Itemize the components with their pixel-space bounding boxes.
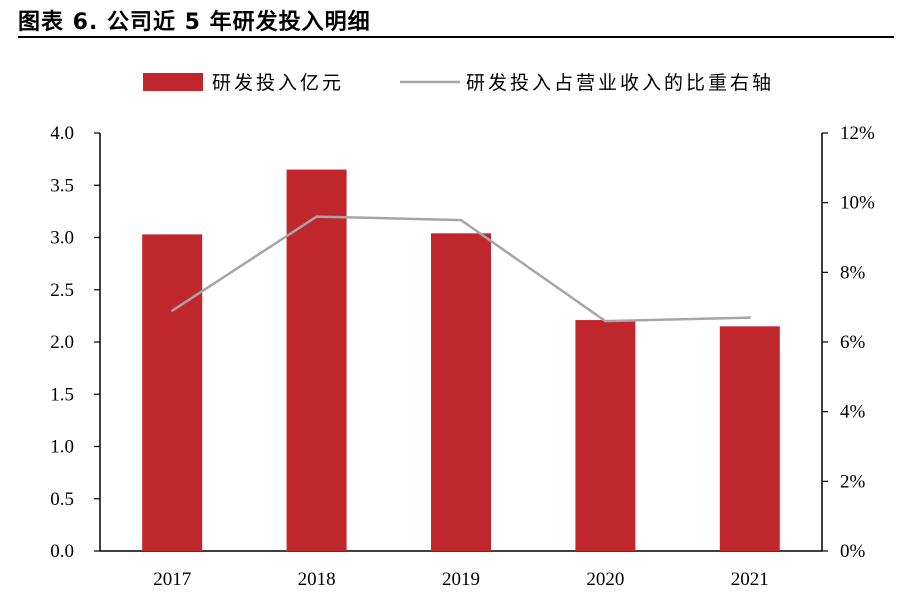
x-tick-label: 2018 <box>298 569 336 590</box>
title-rule <box>18 36 894 38</box>
y-left-tick-label: 0.5 <box>50 489 74 510</box>
y-right-tick-label: 4% <box>840 402 866 423</box>
x-tick-label: 2021 <box>731 569 769 590</box>
x-tick-label: 2019 <box>442 569 480 590</box>
line-point-2021 <box>748 316 751 319</box>
y-left-tick-label: 3.5 <box>50 175 74 196</box>
bar-2021 <box>719 326 780 551</box>
line-point-2019 <box>459 218 463 222</box>
chart-title: 图表 6. 公司近 5 年研发投入明细 <box>18 10 371 35</box>
line-point-2017 <box>171 309 174 312</box>
y-left-tick-label: 0.0 <box>50 541 74 562</box>
legend-bar-swatch <box>143 73 203 91</box>
y-left-tick-label: 1.0 <box>50 437 74 458</box>
bars <box>142 169 780 552</box>
y-right-tick-label: 6% <box>840 332 866 353</box>
axes: 0.0 0.5 1.0 1.5 2.0 2.5 3.0 3.5 4.0 0% 2% 4% 6% 8% 10%… <box>50 123 875 590</box>
x-tick-label: 2020 <box>586 569 624 590</box>
bar-2017 <box>142 234 203 552</box>
legend-bar-label: 研发投入亿元 <box>212 72 344 94</box>
line-point-2018 <box>315 215 318 218</box>
y-right-tick-label: 8% <box>840 262 866 283</box>
y-right-tick-label: 10% <box>840 193 875 214</box>
y-left-tick-label: 4.0 <box>50 123 74 144</box>
bar-2018 <box>286 169 347 551</box>
y-left-tick-label: 3.0 <box>50 228 74 249</box>
bar-2019 <box>431 233 491 551</box>
line-point-2020 <box>604 319 607 323</box>
legend: 研发投入亿元 研发投入占营业收入的比重右轴 <box>143 72 774 94</box>
y-left-tick-label: 2.0 <box>50 332 74 353</box>
x-tick-label: 2017 <box>153 569 191 590</box>
y-right-tick-label: 0% <box>840 541 866 562</box>
y-left-tick-label: 2.5 <box>50 280 74 301</box>
percentage-line <box>171 215 751 323</box>
bar-2020 <box>575 320 636 551</box>
y-right-tick-label: 12% <box>840 123 875 144</box>
y-right-tick-label: 2% <box>840 471 866 492</box>
legend-line-label: 研发投入占营业收入的比重右轴 <box>466 72 774 94</box>
y-left-tick-label: 1.5 <box>50 384 74 405</box>
